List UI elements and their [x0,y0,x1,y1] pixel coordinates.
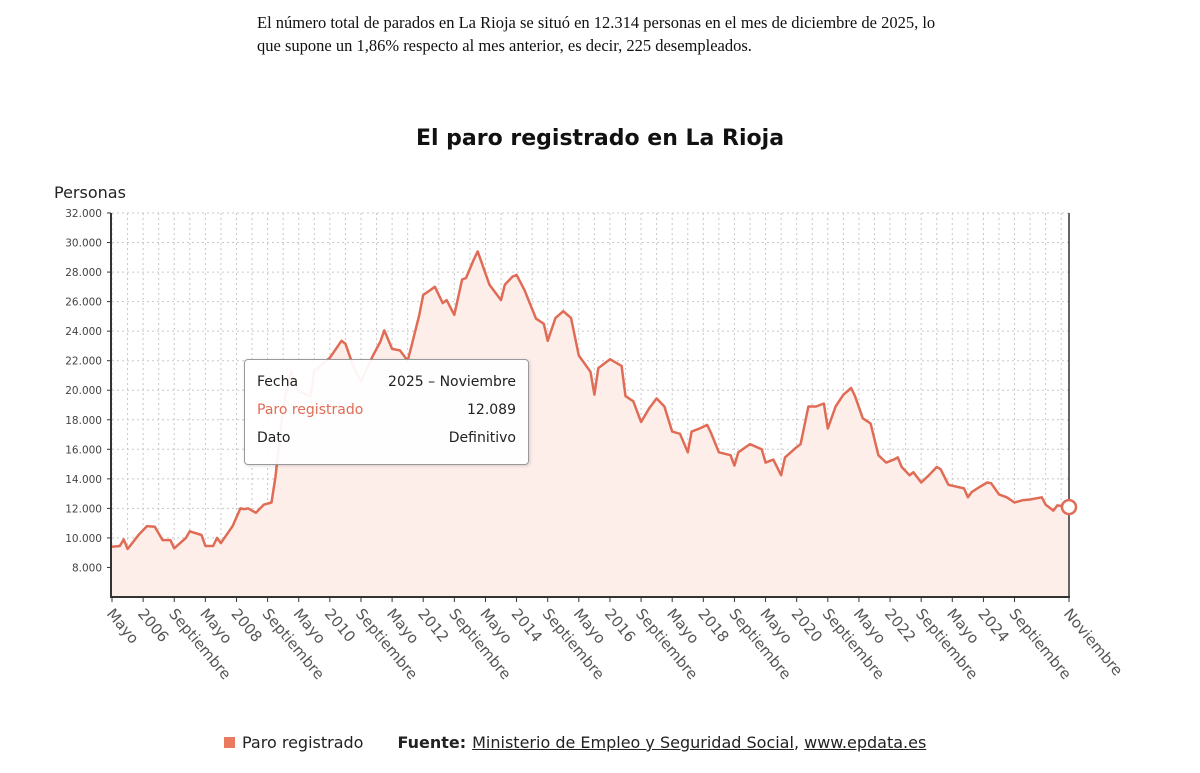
x-tick-label: 2008 [227,605,265,646]
intro-text: El número total de parados en La Rioja s… [257,13,936,55]
tooltip-series-value: 12.089 [467,402,516,418]
y-tick-label: 28.000 [65,267,102,279]
x-tick-label: 2006 [134,605,172,646]
axes [110,213,1070,598]
y-tick-label: 26.000 [65,297,102,309]
chart-title: El paro registrado en La Rioja [415,126,785,151]
x-tick-label: 2012 [414,605,452,646]
legend-series-label[interactable]: Paro registrado [242,733,364,752]
x-ticks: Mayo2006SeptiembreMayo2008SeptiembreMayo… [103,597,1126,683]
y-tick-label: 22.000 [65,356,102,368]
y-tick-label: 24.000 [65,326,102,338]
y-tick-label: 10.000 [65,533,102,545]
source-separator: , [793,733,800,752]
tooltip-series-label: Paro registrado [257,402,364,418]
y-tick-label: 32.000 [65,208,102,220]
tooltip-row-dato: Dato Definitivo [257,430,516,446]
highlighted-point[interactable] [1060,498,1078,516]
x-tick-label: 2024 [974,605,1012,646]
y-tick-label: 12.000 [65,503,102,515]
source-label: Fuente: [397,733,467,752]
tooltip-row-fecha: Fecha 2025 – Noviembre [257,374,516,390]
y-axis-label: Personas [54,183,126,202]
x-tick-label: Mayo [103,605,143,647]
legend-swatch[interactable] [224,737,235,748]
x-tick-label: 2014 [508,605,546,646]
source: Fuente: Ministerio de Empleo y Seguridad … [397,733,926,752]
tooltip-fecha-value: 2025 – Noviembre [388,374,516,390]
x-tick-label: 2018 [694,605,732,646]
x-tick-label: 2016 [601,605,639,646]
y-tick-label: 8.000 [72,562,102,574]
source-link-epdata[interactable]: www.epdata.es [804,733,927,752]
series-line [111,250,1070,551]
y-tick-label: 18.000 [65,415,102,427]
x-tick-label: 2010 [321,605,359,646]
y-tick-label: 16.000 [65,444,102,456]
source-link-ministerio[interactable]: Ministerio de Empleo y Seguridad Social [472,733,794,752]
tooltip-dato-label: Dato [257,430,291,446]
tooltip: Fecha 2025 – Noviembre Paro registrado 1… [244,359,529,465]
y-tick-label: 30.000 [65,238,102,250]
tooltip-row-series: Paro registrado 12.089 [257,402,516,418]
series-area [112,251,1069,597]
y-ticks: 8.000 10.000 12.000 14.000 16.000 18.000 20.00… [65,208,111,574]
x-tick-label: 2020 [788,605,826,646]
y-tick-label: 20.000 [65,385,102,397]
y-tick-label: 14.000 [65,474,102,486]
tooltip-dato-value: Definitivo [448,430,516,446]
legend: Paro registrado Fuente: Ministerio de Emp… [224,733,926,752]
x-tick-label: 2022 [881,605,919,646]
tooltip-fecha-label: Fecha [257,374,299,390]
